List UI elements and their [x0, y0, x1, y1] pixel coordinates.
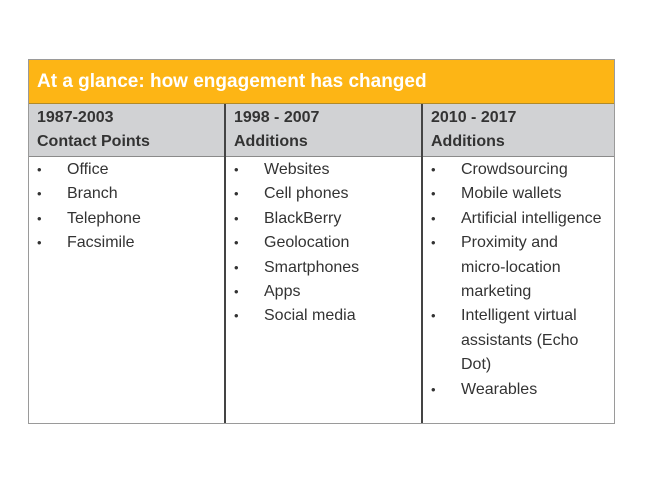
- period: 1998 - 2007: [234, 109, 320, 126]
- item-list: WebsitesCell phonesBlackBerryGeolocation…: [234, 158, 409, 329]
- engagement-table: 1987-2003 Contact Points OfficeBranchTele…: [28, 59, 615, 424]
- list-item: Telephone: [37, 207, 212, 232]
- list-item: Cell phones: [234, 182, 409, 207]
- heading: Additions: [431, 133, 505, 150]
- item-list: OfficeBranchTelephoneFacsimile: [37, 158, 212, 256]
- table-title: At a glance: how engagement has changed: [29, 60, 614, 104]
- list-item: Geolocation: [234, 231, 409, 256]
- list-item: Office: [37, 158, 212, 183]
- column-2: 1998 - 2007 Additions WebsitesCell phones…: [224, 104, 423, 423]
- list-item: Websites: [234, 158, 409, 183]
- column-header: 2010 - 2017 Additions: [431, 106, 516, 154]
- item-list: CrowdsourcingMobile walletsArtificial in…: [431, 158, 606, 402]
- list-item: Intelligent virtual assistants (Echo Dot…: [431, 304, 606, 377]
- list-item: Crowdsourcing: [431, 158, 606, 183]
- column-header: 1987-2003 Contact Points: [37, 106, 150, 154]
- column-header: 1998 - 2007 Additions: [234, 106, 319, 154]
- list-item: Wearables: [431, 378, 606, 403]
- list-item: Proximity and micro-location marketing: [431, 231, 606, 304]
- column-3: 2010 - 2017 Additions CrowdsourcingMobile…: [421, 104, 617, 423]
- list-item: Mobile wallets: [431, 182, 606, 207]
- list-item: Smartphones: [234, 256, 409, 281]
- list-item: Facsimile: [37, 231, 212, 256]
- column-1: 1987-2003 Contact Points OfficeBranchTele…: [29, 104, 224, 423]
- list-item: Branch: [37, 182, 212, 207]
- list-item: Artificial intelligence: [431, 207, 606, 232]
- heading: Contact Points: [37, 133, 150, 150]
- period: 2010 - 2017: [431, 109, 517, 126]
- list-item: Apps: [234, 280, 409, 305]
- heading: Additions: [234, 133, 308, 150]
- period: 1987-2003: [37, 109, 114, 126]
- list-item: Social media: [234, 304, 409, 329]
- list-item: BlackBerry: [234, 207, 409, 232]
- header-row: [29, 104, 614, 157]
